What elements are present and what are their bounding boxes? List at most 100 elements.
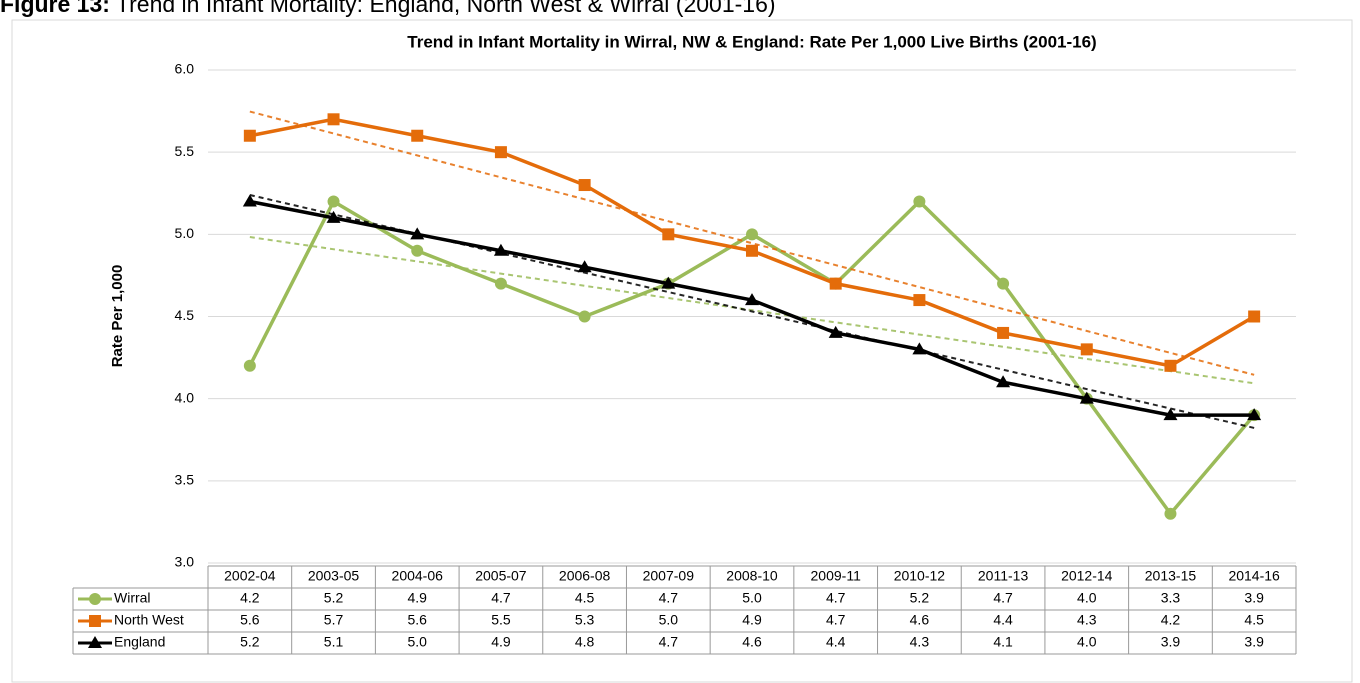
x-tick-label: 2008-10 [726,568,778,584]
legend-marker [88,636,102,648]
table-cell: 4.9 [742,612,762,628]
y-tick-label: 3.0 [175,554,195,570]
point [411,129,424,142]
table-cell: 5.2 [240,634,260,650]
point [1079,391,1094,404]
x-tick-label: 2013-15 [1145,568,1197,584]
point [912,342,927,355]
legend-marker [89,593,101,605]
point [661,276,676,289]
table-cell: 5.0 [659,612,679,628]
point [1080,343,1093,356]
table-cell: 4.0 [1077,590,1097,606]
y-tick-label: 3.5 [175,472,195,488]
table-cell: 4.3 [910,634,930,650]
table-cell: 4.2 [1161,612,1181,628]
point [578,310,591,323]
point [1247,408,1262,421]
table-cell: 4.0 [1077,634,1097,650]
table-cell: 5.6 [240,612,260,628]
table-cell: 4.7 [993,590,1013,606]
trendline [249,110,1255,376]
y-tick-label: 5.5 [175,143,195,159]
x-tick-label: 2011-13 [978,568,1029,584]
chart-frame [11,19,1353,683]
table-cell: 4.9 [491,634,511,650]
x-tick-label: 2010-12 [894,568,946,584]
point [577,260,592,273]
point [746,244,758,257]
x-tick-label: 2003-05 [308,568,360,584]
point [243,129,256,142]
point [243,359,256,372]
figure-title: Trend in Infant Mortality: England, Nort… [116,0,776,17]
point [913,294,926,307]
table-cell: 4.8 [575,634,595,650]
table-cell: 5.3 [575,612,595,628]
table-cell: 4.7 [826,590,846,606]
table-cell: 4.6 [742,634,762,650]
x-tick-label: 2014-16 [1228,568,1280,584]
figure-label: Figure 13: [0,0,110,17]
table-cell: 5.0 [742,590,762,606]
x-tick-label: 2005-07 [475,568,527,584]
point [327,113,340,126]
figure-heading: Figure 13: Trend in Infant Mortality: Eng… [0,0,776,17]
table-cell: 3.9 [1161,634,1181,650]
point [1164,507,1177,520]
point [494,277,507,290]
legend-marker [89,615,101,627]
point [493,243,508,256]
table-cell: 4.9 [407,590,427,606]
y-tick-label: 6.0 [175,61,195,77]
table-cell: 4.7 [491,590,511,606]
point [1248,310,1261,323]
legend-label: England [114,634,165,650]
point [327,195,340,208]
chart-title: Trend in Infant Mortality in Wirral, NW … [407,32,1096,51]
point [829,277,842,290]
table-cell: 4.5 [1244,612,1264,628]
table-cell: 5.5 [491,612,511,628]
table-cell: 5.7 [324,612,344,628]
table-cell: 5.2 [324,590,344,606]
x-tick-label: 2012-14 [1061,568,1113,584]
table-cell: 5.2 [910,590,930,606]
point [578,179,591,192]
point [1164,359,1177,372]
point [494,146,507,159]
table-cell: 5.6 [407,612,427,628]
x-tick-label: 2009-11 [811,568,862,584]
table-cell: 3.9 [1244,590,1264,606]
point [1163,408,1178,421]
table-cell: 4.7 [659,634,679,650]
point [913,195,926,208]
table-cell: 4.7 [659,590,679,606]
point [411,244,424,257]
x-tick-label: 2004-06 [392,568,444,584]
point [828,325,843,338]
y-tick-label: 5.0 [175,225,195,241]
table-cell: 4.6 [910,612,930,628]
legend-label: North West [114,612,184,628]
point [997,326,1010,339]
table-cell: 3.3 [1161,590,1181,606]
point [997,277,1010,290]
table-cell: 5.1 [324,634,344,650]
x-tick-label: 2006-08 [559,568,611,584]
trendline [249,236,1255,385]
point [745,293,759,306]
table-cell: 4.4 [826,634,846,650]
y-tick-label: 4.5 [175,307,195,323]
y-tick-label: 4.0 [175,389,195,405]
y-axis-label: Rate Per 1,000 [109,265,126,368]
x-tick-label: 2007-09 [643,568,695,584]
point [746,228,758,241]
point [326,210,341,223]
table-cell: 3.9 [1244,634,1264,650]
table-cell: 4.3 [1077,612,1097,628]
table-cell: 4.7 [826,612,846,628]
x-tick-label: 2002-04 [224,568,276,584]
